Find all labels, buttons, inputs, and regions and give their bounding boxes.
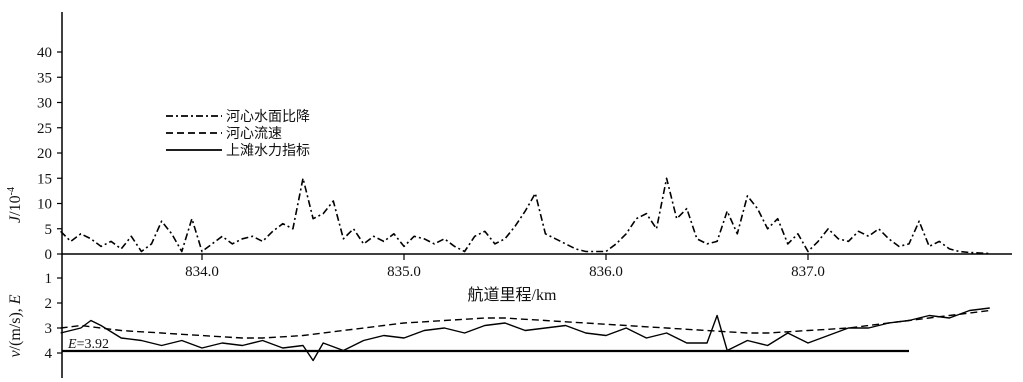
reference-line-label: E=3.92 (67, 337, 109, 352)
upper-y-tick-label: 35 (37, 70, 52, 86)
lower-series-group (60, 307, 990, 362)
upper-series-group (60, 177, 990, 255)
upper-y-tick-label: 30 (37, 96, 52, 112)
series-line-slope (60, 177, 990, 255)
reference-line-group: E=3.92 (62, 337, 909, 353)
upper-y-tick-label: 20 (37, 146, 52, 162)
x-ticks: 834.0 835.0 836.0 837.0 (185, 254, 825, 280)
lower-y-axis-label: v/(m/s), E (7, 294, 24, 357)
x-tick-label: 837.0 (791, 264, 825, 280)
upper-y-tick-label: 5 (45, 222, 53, 238)
legend-label: 上滩水力指标 (226, 143, 310, 159)
series-line-velocity (60, 309, 990, 339)
lower-y-tick-label: 3 (45, 321, 53, 337)
upper-y-tick-label: 15 (37, 171, 52, 187)
axes-group: 0 5 10 15 20 25 30 35 40 1 2 3 4 834.0 835.0 836.0 837… (37, 12, 1012, 378)
legend-label: 河心水面比降 (226, 109, 310, 125)
upper-y-tick-label: 25 (37, 121, 52, 137)
lower-y-ticks: 1 2 3 4 (45, 271, 62, 362)
x-axis-label: 航道里程/km (468, 286, 557, 304)
x-tick-label: 836.0 (589, 264, 623, 280)
lower-y-tick-label: 4 (45, 346, 53, 362)
upper-y-ticks: 0 5 10 15 20 25 30 35 40 (37, 45, 62, 263)
legend-label: 河心流速 (226, 126, 282, 142)
x-tick-label: 835.0 (387, 264, 421, 280)
lower-y-tick-label: 2 (45, 296, 53, 312)
upper-y-tick-label: 0 (45, 247, 53, 263)
x-tick-label: 834.0 (185, 264, 219, 280)
series-line-index (60, 307, 990, 362)
lower-y-tick-label: 1 (45, 271, 53, 287)
upper-y-tick-label: 40 (37, 45, 52, 61)
upper-y-tick-label: 10 (37, 197, 52, 213)
upper-y-axis-label: J/10-4 (6, 187, 24, 223)
